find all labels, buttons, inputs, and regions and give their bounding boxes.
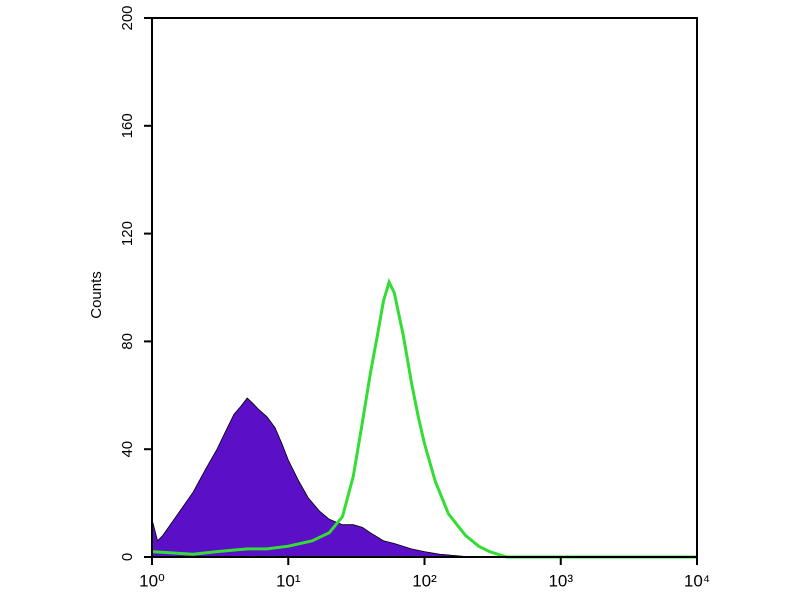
x-tick-label: 10³ [548,571,573,590]
histogram-area [151,397,490,558]
y-tick-label: 80 [119,333,136,350]
histogram-line [151,277,697,559]
x-tick-label: 10⁰ [139,571,165,590]
y-tick-label: 40 [119,441,136,458]
x-tick-label: 10⁴ [684,571,710,590]
y-tick-label: 200 [119,5,136,30]
x-tick-label: 10² [412,571,437,590]
y-axis-label: Counts [88,271,105,319]
y-tick-label: 160 [119,113,136,138]
x-tick-label: 10¹ [276,571,301,590]
y-tick-label: 120 [119,221,136,246]
y-tick-label: 0 [119,553,136,561]
